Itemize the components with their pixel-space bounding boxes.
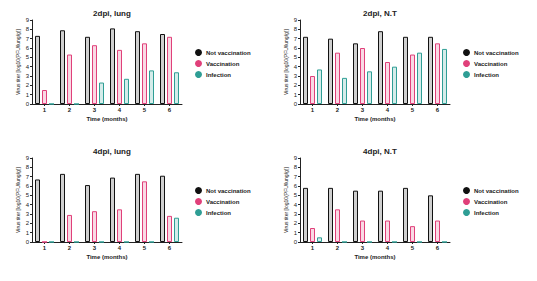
svg-text:3: 3 [93,245,97,251]
svg-text:5: 5 [143,107,147,113]
svg-text:3: 3 [26,211,30,217]
svg-text:Virus titer [log10(PFU/lung/g): Virus titer [log10(PFU/lung/g)] [15,167,21,233]
svg-text:6: 6 [294,45,298,51]
svg-text:2: 2 [26,220,30,226]
svg-text:0: 0 [26,101,30,107]
svg-text:2: 2 [68,245,72,251]
svg-text:7: 7 [294,36,298,42]
svg-text:8: 8 [26,164,30,170]
svg-text:3: 3 [361,107,365,113]
svg-text:1: 1 [26,92,30,98]
svg-text:6: 6 [26,183,30,189]
svg-text:7: 7 [294,174,298,180]
svg-text:9: 9 [294,155,298,161]
svg-text:5: 5 [294,192,298,198]
svg-text:1: 1 [311,107,315,113]
svg-text:8: 8 [294,26,298,32]
svg-text:6: 6 [168,245,172,251]
svg-text:3: 3 [26,73,30,79]
svg-text:7: 7 [26,36,30,42]
svg-text:3: 3 [294,211,298,217]
svg-text:Virus titer [log10(PFU/lung/g): Virus titer [log10(PFU/lung/g)] [283,167,289,233]
svg-text:1: 1 [294,92,298,98]
svg-text:4: 4 [26,202,30,208]
svg-text:Time (months): Time (months) [354,116,395,122]
svg-text:2dpi, N.T: 2dpi, N.T [363,9,397,18]
svg-text:Time (months): Time (months) [86,116,127,122]
svg-text:Vaccination: Vaccination [206,199,240,205]
svg-text:Not vaccination: Not vaccination [474,188,519,194]
svg-text:2: 2 [68,107,72,113]
svg-text:8: 8 [26,26,30,32]
svg-text:4: 4 [386,245,390,251]
svg-text:4: 4 [386,107,390,113]
svg-text:2: 2 [294,220,298,226]
svg-text:6: 6 [294,183,298,189]
svg-text:5: 5 [294,54,298,60]
svg-text:4: 4 [118,245,122,251]
svg-text:9: 9 [26,155,30,161]
svg-text:Virus titer [log10(PFU/lung/g): Virus titer [log10(PFU/lung/g)] [283,29,289,95]
svg-text:1: 1 [26,230,30,236]
svg-text:7: 7 [26,174,30,180]
svg-text:Time (months): Time (months) [354,254,395,260]
svg-text:5: 5 [26,54,30,60]
svg-text:5: 5 [26,192,30,198]
svg-text:1: 1 [43,245,47,251]
svg-text:4dpi, N.T: 4dpi, N.T [363,147,397,156]
svg-text:3: 3 [361,245,365,251]
svg-text:1: 1 [294,230,298,236]
svg-text:2dpi, lung: 2dpi, lung [93,9,131,18]
svg-text:Not vaccination: Not vaccination [206,188,251,194]
svg-text:1: 1 [311,245,315,251]
svg-text:5: 5 [143,245,147,251]
svg-text:9: 9 [26,17,30,23]
svg-text:6: 6 [436,245,440,251]
svg-text:Not vaccination: Not vaccination [206,50,251,56]
svg-text:2: 2 [294,82,298,88]
svg-text:9: 9 [294,17,298,23]
svg-text:Vaccination: Vaccination [474,61,508,67]
svg-text:Infection: Infection [206,72,231,78]
svg-text:Not vaccination: Not vaccination [474,50,519,56]
svg-text:3: 3 [294,73,298,79]
svg-text:Vaccination: Vaccination [206,61,240,67]
svg-text:2: 2 [26,82,30,88]
svg-text:Time (months): Time (months) [86,254,127,260]
svg-text:0: 0 [294,101,298,107]
svg-text:5: 5 [411,107,415,113]
svg-text:4: 4 [294,202,298,208]
svg-text:4: 4 [118,107,122,113]
svg-text:Infection: Infection [474,72,499,78]
svg-text:6: 6 [436,107,440,113]
svg-text:8: 8 [294,164,298,170]
svg-text:Infection: Infection [474,210,499,216]
svg-text:4: 4 [26,64,30,70]
svg-text:0: 0 [26,239,30,245]
svg-text:2: 2 [336,107,340,113]
svg-text:4dpi, lung: 4dpi, lung [93,147,131,156]
svg-text:4: 4 [294,64,298,70]
svg-text:3: 3 [93,107,97,113]
svg-text:Vaccination: Vaccination [474,199,508,205]
svg-text:6: 6 [168,107,172,113]
svg-text:Infection: Infection [206,210,231,216]
svg-text:6: 6 [26,45,30,51]
svg-text:2: 2 [336,245,340,251]
svg-text:1: 1 [43,107,47,113]
svg-text:0: 0 [294,239,298,245]
svg-text:5: 5 [411,245,415,251]
svg-text:Virus titer [log10(PFU/lung/g): Virus titer [log10(PFU/lung/g)] [15,29,21,95]
